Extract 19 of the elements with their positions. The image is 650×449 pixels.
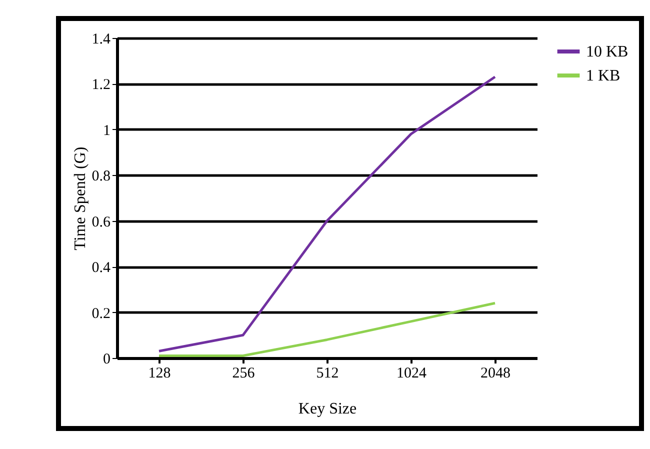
y-tick-label: 0.4 [92,260,111,276]
x-tick-label: 2048 [480,366,510,382]
y-tick-label: 0.2 [92,306,110,322]
x-tick-label: 256 [232,366,256,382]
y-tick-label: 1.2 [92,77,110,94]
y-axis-title: Time Spend (G) [72,146,89,250]
y-tick-label: 1 [103,122,110,139]
y-tick-label: 0.8 [92,168,110,185]
x-tick-label: 512 [316,366,339,382]
legend-label: 10 KB [586,44,628,60]
line-series [158,302,496,357]
x-tick-label: 1024 [396,366,427,382]
x-tick-label: 128 [148,366,171,382]
x-axis-title: Key Size [298,400,357,418]
y-tick-label: 0 [103,352,110,368]
y-tick-label: 1.4 [92,32,111,48]
line-series [158,76,496,352]
y-tick-label: 0.6 [92,214,111,230]
legend-label: 1 KB [586,68,620,84]
